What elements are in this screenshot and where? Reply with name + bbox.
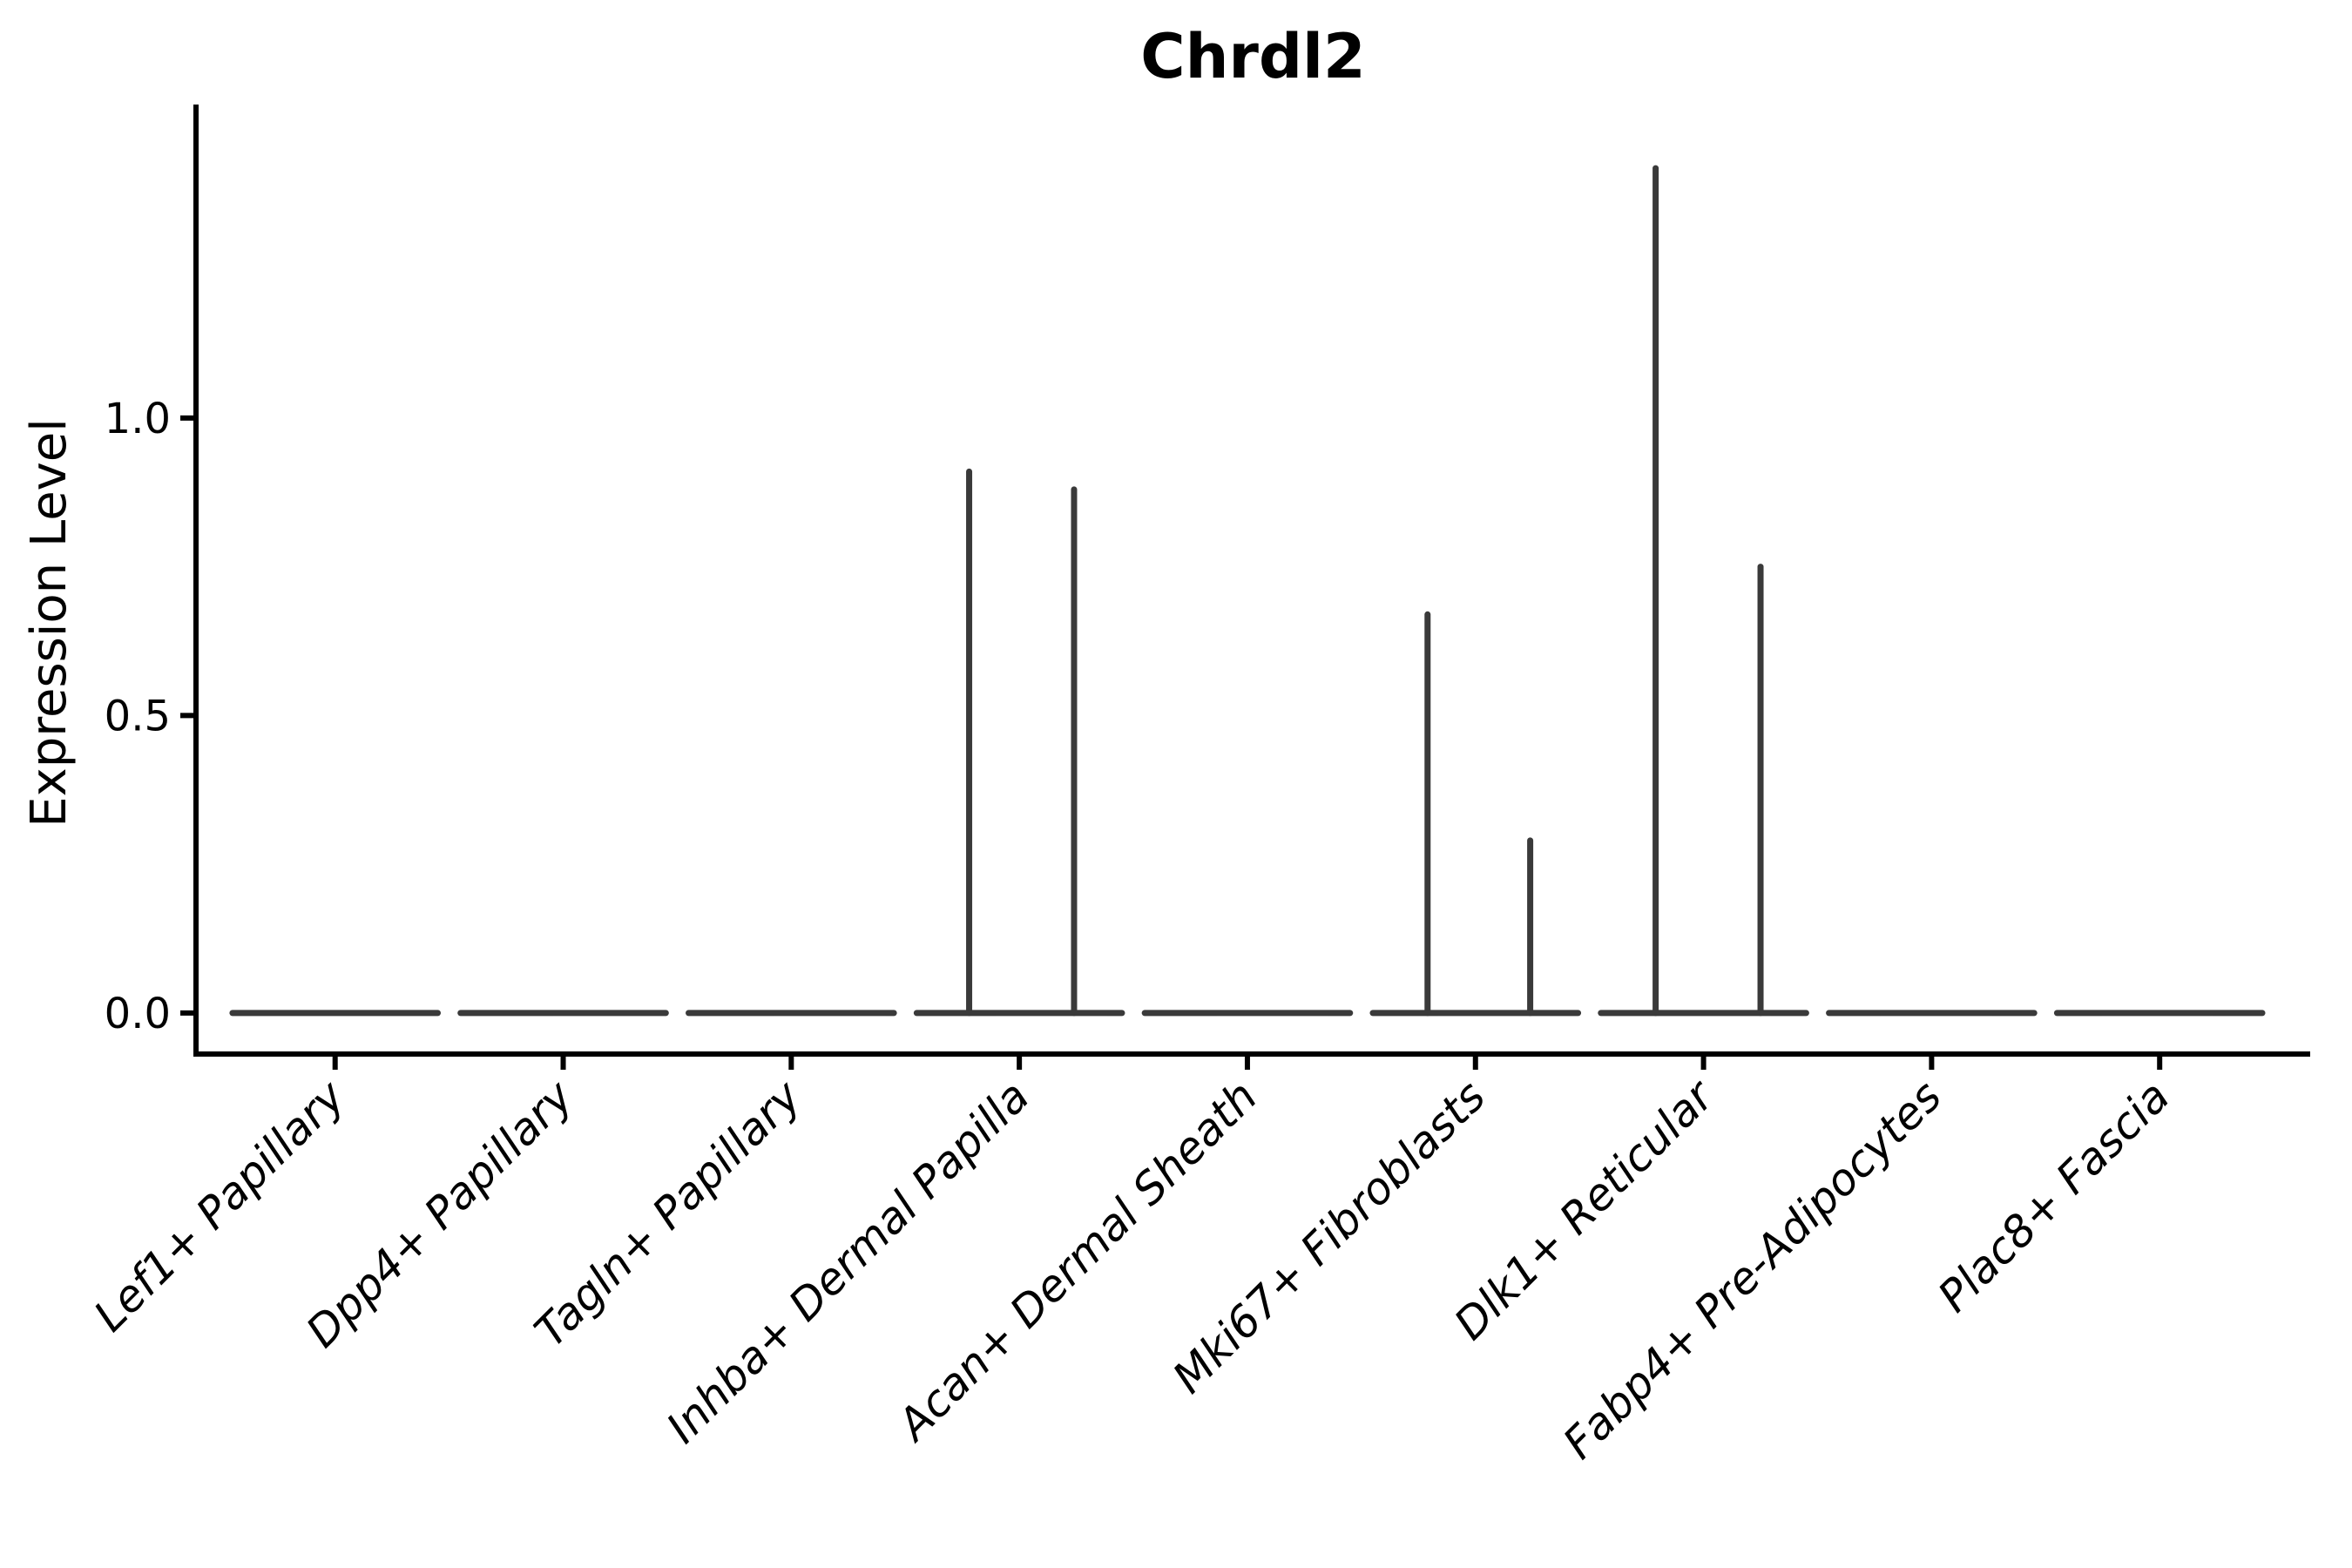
x-category-label: Acan+ Dermal Sheath [887,1071,1267,1451]
chart-title: Chrdl2 [1140,21,1366,92]
y-tick-label: 0.5 [105,692,171,740]
x-category-label: Inhba+ Dermal Papilla [657,1071,1038,1452]
y-tick-label: 0.0 [105,990,171,1038]
y-tick-label: 1.0 [105,395,171,443]
x-category-label: Fabp4+ Pre-Adipocytes [1553,1071,1951,1469]
x-category-label: Plac8+ Fascia [1929,1071,2180,1321]
axis-spines [193,105,2310,1057]
x-category-label: Lef1+ Papillary [84,1070,355,1341]
